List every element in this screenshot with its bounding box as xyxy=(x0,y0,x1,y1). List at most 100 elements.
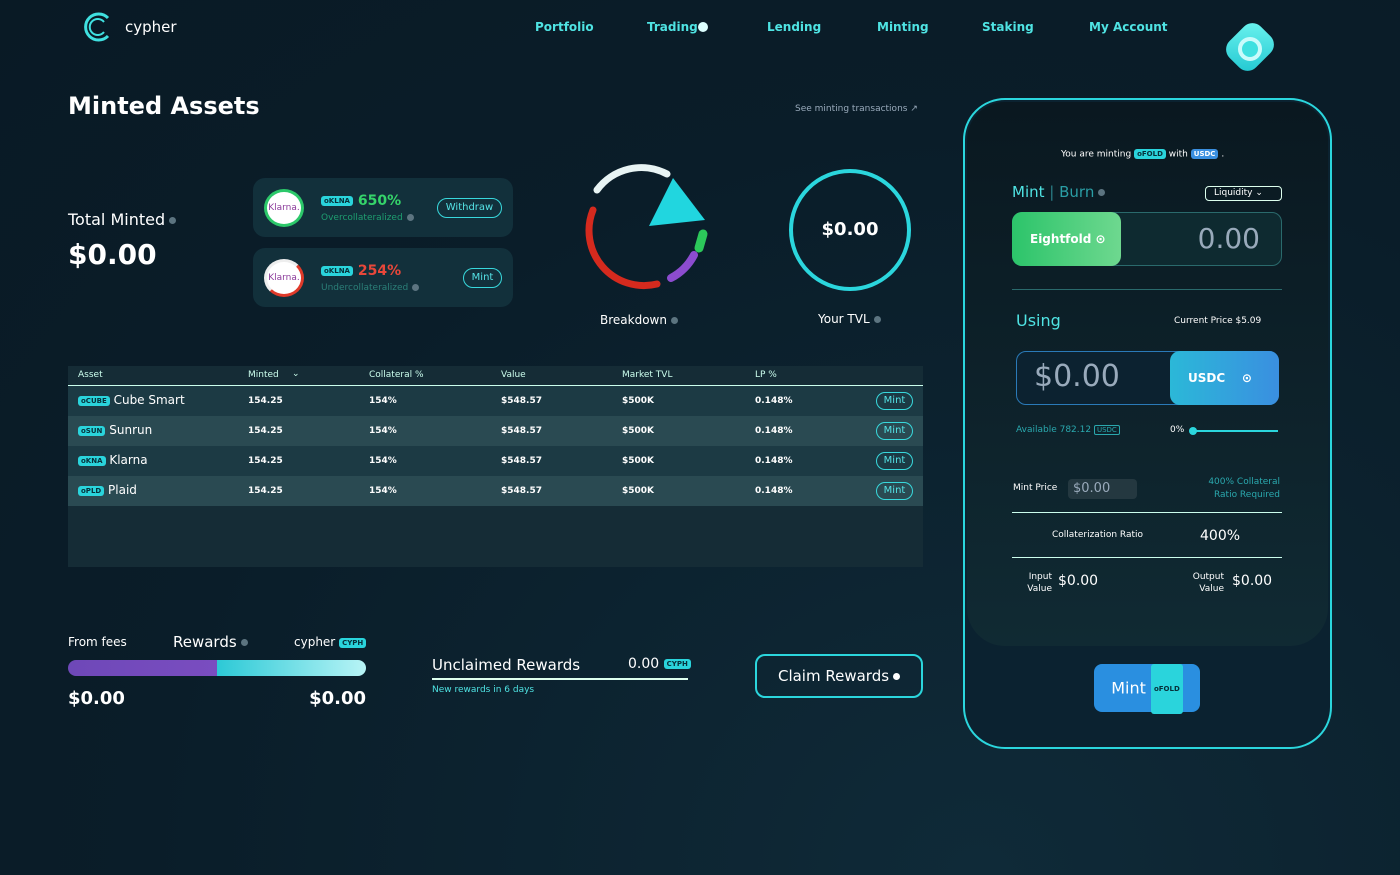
row-mint-button[interactable]: Mint xyxy=(876,422,913,440)
table-row xyxy=(68,476,923,506)
status: Overcollateralized xyxy=(321,213,403,223)
table-cell: 0.148% xyxy=(755,396,793,406)
nav-link[interactable]: Trading xyxy=(647,20,698,34)
token-badge: oCUBE xyxy=(78,395,110,406)
asset-cell: oCUBE Cube Smart xyxy=(78,393,185,407)
output-value: $0.00 xyxy=(1232,573,1273,589)
burn-tab[interactable]: Burn xyxy=(1059,183,1095,201)
value: 0.00 xyxy=(628,656,660,672)
mint-submit[interactable]: Mint oFOLD xyxy=(1094,664,1200,714)
divider xyxy=(1012,512,1282,513)
token-badge: oPLD xyxy=(78,485,105,496)
using-label: Using xyxy=(1016,311,1061,330)
label: Total Minted xyxy=(68,210,166,229)
table-cell: 154.25 xyxy=(248,486,283,496)
asset-cell: oPLD Plaid xyxy=(78,483,137,497)
table-cell: $548.57 xyxy=(501,396,542,406)
fees-value: $0.00 xyxy=(68,688,125,709)
ratio-value: 400% xyxy=(1200,528,1241,544)
asset-select[interactable]: Eightfold ⊙ xyxy=(1012,212,1121,266)
token-badge: oKLNA xyxy=(321,266,353,276)
tvl-ring: $0.00 xyxy=(789,169,911,291)
token-badge: USDC xyxy=(1190,149,1219,159)
rewards-brand: cypher CYPH xyxy=(294,635,367,649)
asset-name: Cube Smart xyxy=(113,393,185,407)
row-mint-button[interactable]: Mint xyxy=(876,392,913,410)
column-header: Market TVL xyxy=(622,370,673,380)
table-cell: 0.148% xyxy=(755,426,793,436)
breakdown-donut xyxy=(585,164,708,290)
nav-link[interactable]: Staking xyxy=(982,20,1034,34)
label: Breakdown xyxy=(600,313,667,327)
available: Available 782.12 USDC xyxy=(1016,425,1120,435)
transactions-link[interactable]: See minting transactions ↗ xyxy=(795,104,918,114)
info-icon xyxy=(893,673,901,680)
rewards-note: New rewards in 6 days xyxy=(432,685,535,695)
row-mint-button[interactable]: Mint xyxy=(876,452,913,470)
using-amount: $0.00 xyxy=(1034,359,1120,394)
claim-button[interactable]: Claim Rewards xyxy=(755,654,923,698)
liquidity-dropdown[interactable]: Liquidity ⌄ xyxy=(1205,186,1282,201)
text: with xyxy=(1168,149,1188,160)
dropdown-icon xyxy=(698,22,708,32)
info-icon xyxy=(240,639,248,646)
token-badge: CYPH xyxy=(339,637,367,648)
card-status: Undercollateralized xyxy=(321,283,420,293)
header-rule xyxy=(68,385,923,386)
tvl-label: Your TVL xyxy=(818,312,881,326)
info-icon xyxy=(406,214,414,221)
slider[interactable] xyxy=(1192,430,1278,432)
text: You are minting xyxy=(1061,149,1132,160)
logo: Klarna. xyxy=(264,259,304,297)
pct: 650% xyxy=(357,193,402,209)
table-cell: 154.25 xyxy=(248,426,283,436)
token-select[interactable]: USDC ⊙ xyxy=(1170,351,1279,405)
token-badge: oFOLD xyxy=(1134,149,1166,159)
divider xyxy=(1012,289,1282,290)
table-cell: 154% xyxy=(369,396,397,406)
token-badge: oKNA xyxy=(78,455,106,466)
mint-tab[interactable]: Mint xyxy=(1012,183,1045,201)
nav-link[interactable]: Lending xyxy=(767,20,822,34)
info-icon xyxy=(412,284,420,291)
status: Undercollateralized xyxy=(321,283,409,293)
mint-button[interactable]: Mint xyxy=(463,268,502,288)
nav-link[interactable]: My Account xyxy=(1089,20,1168,34)
column-header: Value xyxy=(501,370,526,380)
table-cell: $548.57 xyxy=(501,426,542,436)
table-cell: $548.57 xyxy=(501,456,542,466)
withdraw-button[interactable]: Withdraw xyxy=(437,198,502,218)
asset-name: Klarna xyxy=(109,453,148,467)
ratio-label: Collaterization Ratio xyxy=(1052,530,1144,540)
info-icon xyxy=(169,217,177,224)
slider-thumb[interactable] xyxy=(1189,427,1197,435)
table-cell: 154.25 xyxy=(248,396,283,406)
nav-link[interactable]: Minting xyxy=(877,20,929,34)
slider-pct: 0% xyxy=(1170,425,1185,435)
ratio-note: 400% Collateral Ratio Required xyxy=(1208,477,1280,500)
breakdown-label: Breakdown xyxy=(600,313,678,327)
card-status: Overcollateralized xyxy=(321,213,414,223)
rewards-value: $0.00 xyxy=(309,688,366,709)
column-header[interactable]: Minted xyxy=(248,370,279,380)
table-cell: 154% xyxy=(369,426,397,436)
table-cell: 154% xyxy=(369,456,397,466)
info-icon xyxy=(873,316,881,323)
table-cell: 0.148% xyxy=(755,456,793,466)
total-value: $0.00 xyxy=(68,238,157,271)
row-mint-button[interactable]: Mint xyxy=(876,482,913,500)
token-badge: CYPH xyxy=(663,659,691,669)
card-pct: oKLNA 650% xyxy=(321,193,401,209)
nav-link[interactable]: Portfolio xyxy=(535,20,594,34)
label: Eightfold xyxy=(1030,232,1092,246)
table-cell: $500K xyxy=(622,486,655,496)
token-badge: USDC xyxy=(1093,425,1120,435)
text: Available 782.12 xyxy=(1016,425,1092,435)
text: . xyxy=(1221,149,1225,160)
table-cell: $500K xyxy=(622,456,655,466)
unclaimed-label: Unclaimed Rewards xyxy=(432,656,581,674)
mint-price: $0.00 xyxy=(1068,479,1137,499)
page-title: Minted Assets xyxy=(68,92,260,120)
pct: 254% xyxy=(357,263,402,279)
table-row xyxy=(68,416,923,446)
